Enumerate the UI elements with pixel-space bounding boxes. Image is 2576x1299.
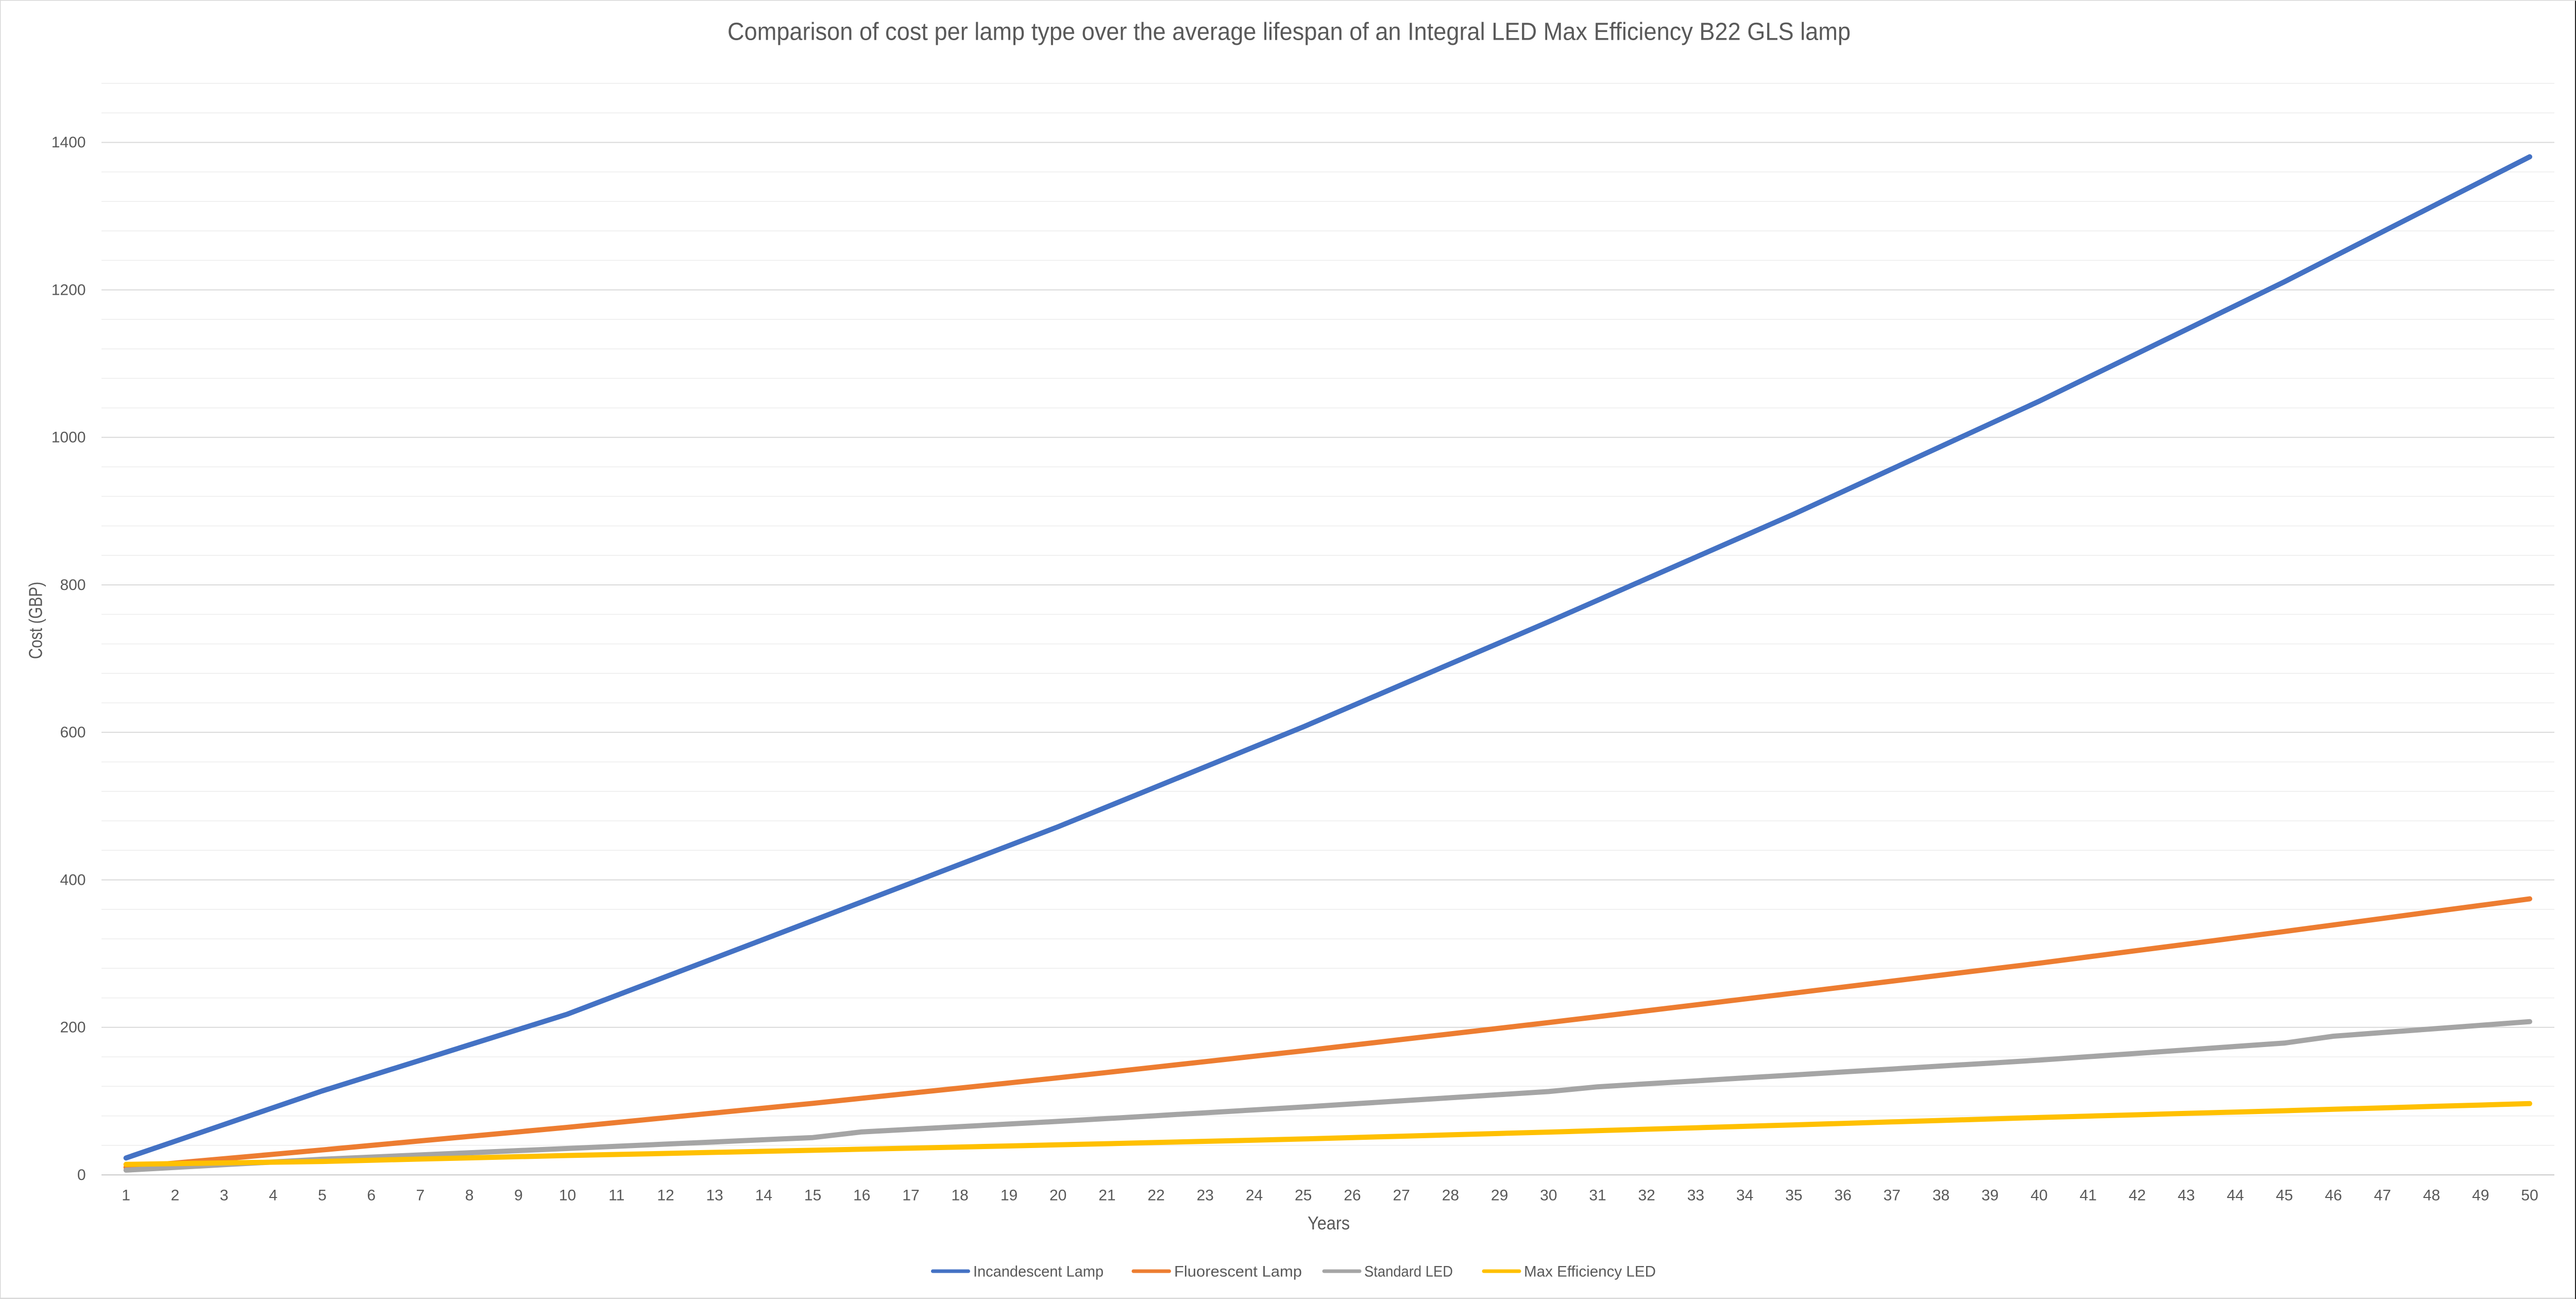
svg-text:29: 29 <box>1491 1187 1508 1204</box>
svg-text:1200: 1200 <box>52 281 86 298</box>
svg-text:18: 18 <box>952 1187 969 1204</box>
svg-text:43: 43 <box>2178 1187 2195 1204</box>
svg-text:42: 42 <box>2129 1187 2146 1204</box>
svg-text:38: 38 <box>1933 1187 1950 1204</box>
svg-text:400: 400 <box>60 871 86 888</box>
svg-text:17: 17 <box>902 1187 919 1204</box>
svg-text:30: 30 <box>1540 1187 1557 1204</box>
svg-text:8: 8 <box>465 1187 474 1204</box>
svg-text:35: 35 <box>1785 1187 1802 1204</box>
svg-text:32: 32 <box>1638 1187 1655 1204</box>
svg-text:23: 23 <box>1197 1187 1214 1204</box>
svg-text:31: 31 <box>1589 1187 1606 1204</box>
svg-text:39: 39 <box>1981 1187 1998 1204</box>
svg-text:47: 47 <box>2374 1187 2391 1204</box>
svg-text:Max Efficiency LED: Max Efficiency LED <box>1524 1263 1656 1280</box>
svg-text:Cost (GBP): Cost (GBP) <box>25 582 46 659</box>
svg-text:15: 15 <box>804 1187 821 1204</box>
svg-text:40: 40 <box>2030 1187 2047 1204</box>
svg-text:45: 45 <box>2276 1187 2293 1204</box>
svg-text:27: 27 <box>1393 1187 1410 1204</box>
svg-text:5: 5 <box>318 1187 327 1204</box>
svg-text:3: 3 <box>220 1187 229 1204</box>
svg-text:200: 200 <box>60 1019 86 1036</box>
svg-text:24: 24 <box>1246 1187 1263 1204</box>
svg-text:1: 1 <box>122 1187 130 1204</box>
svg-text:34: 34 <box>1736 1187 1753 1204</box>
svg-text:25: 25 <box>1295 1187 1312 1204</box>
svg-text:10: 10 <box>559 1187 576 1204</box>
svg-text:6: 6 <box>367 1187 376 1204</box>
svg-text:Comparison of cost per lamp ty: Comparison of cost per lamp type over th… <box>727 19 1851 46</box>
svg-text:48: 48 <box>2423 1187 2440 1204</box>
svg-text:26: 26 <box>1344 1187 1361 1204</box>
svg-text:11: 11 <box>608 1187 624 1204</box>
svg-text:600: 600 <box>60 724 86 741</box>
svg-text:9: 9 <box>514 1187 523 1204</box>
svg-text:12: 12 <box>657 1187 674 1204</box>
svg-text:20: 20 <box>1049 1187 1066 1204</box>
svg-text:Fluorescent Lamp: Fluorescent Lamp <box>1174 1263 1302 1280</box>
svg-text:4: 4 <box>269 1187 278 1204</box>
svg-text:37: 37 <box>1884 1187 1901 1204</box>
svg-text:46: 46 <box>2325 1187 2342 1204</box>
svg-text:44: 44 <box>2227 1187 2244 1204</box>
svg-text:50: 50 <box>2521 1187 2538 1204</box>
svg-text:49: 49 <box>2472 1187 2489 1204</box>
svg-text:41: 41 <box>2080 1187 2097 1204</box>
svg-text:0: 0 <box>77 1167 86 1184</box>
svg-text:14: 14 <box>755 1187 772 1204</box>
svg-text:Years: Years <box>1308 1212 1350 1234</box>
svg-text:2: 2 <box>171 1187 179 1204</box>
svg-text:Standard LED: Standard LED <box>1364 1263 1453 1280</box>
svg-text:28: 28 <box>1442 1187 1459 1204</box>
svg-text:Incandescent Lamp: Incandescent Lamp <box>973 1263 1104 1280</box>
svg-text:16: 16 <box>853 1187 870 1204</box>
svg-text:21: 21 <box>1098 1187 1115 1204</box>
svg-text:1000: 1000 <box>52 429 86 446</box>
svg-text:33: 33 <box>1687 1187 1704 1204</box>
svg-text:19: 19 <box>1001 1187 1018 1204</box>
svg-text:36: 36 <box>1834 1187 1851 1204</box>
svg-text:13: 13 <box>706 1187 723 1204</box>
svg-text:22: 22 <box>1147 1187 1164 1204</box>
svg-text:7: 7 <box>416 1187 425 1204</box>
svg-text:1400: 1400 <box>52 134 86 151</box>
svg-text:800: 800 <box>60 577 86 594</box>
